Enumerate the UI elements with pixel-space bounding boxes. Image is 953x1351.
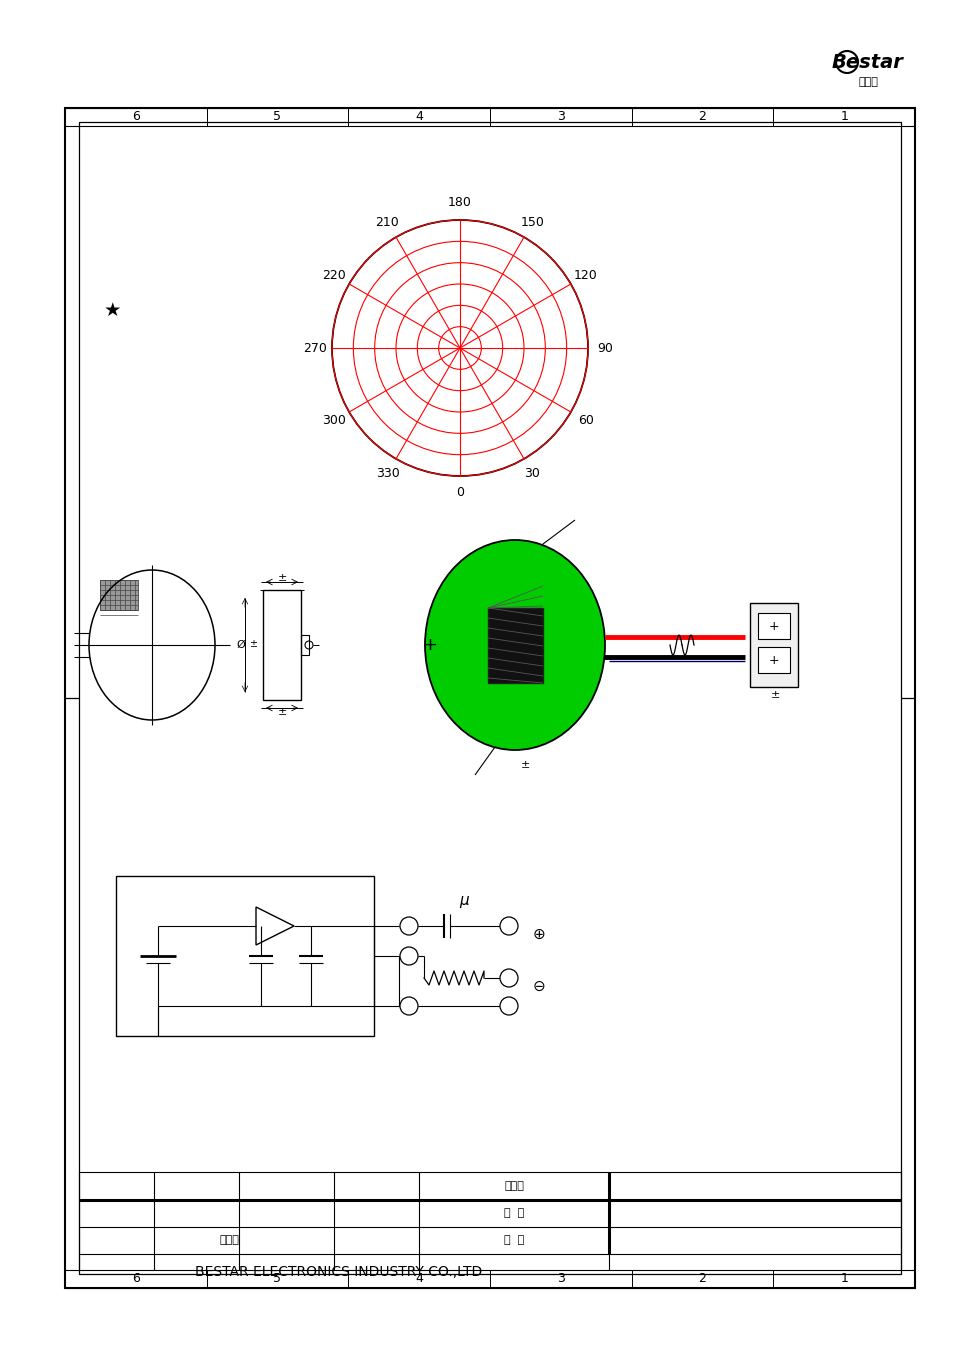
Bar — [749, 603, 797, 688]
Text: 徐  波: 徐 波 — [503, 1208, 523, 1219]
Bar — [758, 647, 789, 673]
Text: ±: ± — [519, 761, 529, 770]
Text: +: + — [768, 620, 779, 632]
Text: 210: 210 — [375, 216, 399, 228]
Text: ±: ± — [769, 690, 779, 700]
Text: 王碉碉: 王碉碉 — [503, 1181, 523, 1192]
Text: 4: 4 — [415, 111, 423, 123]
Text: Ø: Ø — [236, 640, 245, 650]
Text: 5: 5 — [274, 111, 281, 123]
Text: 5: 5 — [274, 1273, 281, 1286]
Text: 330: 330 — [375, 467, 399, 480]
Text: +: + — [768, 654, 779, 666]
Text: 王碉碉: 王碉碉 — [219, 1235, 238, 1246]
Circle shape — [499, 917, 517, 935]
Text: 90: 90 — [597, 342, 612, 354]
Circle shape — [499, 997, 517, 1015]
Text: ±: ± — [277, 573, 287, 584]
Circle shape — [399, 997, 417, 1015]
Bar — [301, 635, 309, 655]
Text: ±: ± — [277, 707, 287, 717]
Bar — [263, 590, 301, 700]
Text: 60: 60 — [577, 413, 593, 427]
Bar — [100, 580, 138, 611]
Text: 6: 6 — [132, 111, 140, 123]
Text: 220: 220 — [322, 269, 346, 282]
Text: 2: 2 — [698, 111, 706, 123]
Text: 30: 30 — [524, 467, 539, 480]
Text: 150: 150 — [520, 216, 544, 228]
Text: 180: 180 — [448, 196, 472, 209]
Text: ±: ± — [249, 639, 256, 648]
Text: ⊕: ⊕ — [532, 927, 545, 942]
Text: Bestar: Bestar — [831, 53, 903, 72]
Text: 120: 120 — [573, 269, 597, 282]
Text: 3: 3 — [557, 111, 564, 123]
Text: 270: 270 — [303, 342, 327, 354]
Text: ★: ★ — [103, 300, 121, 319]
Bar — [116, 875, 374, 1036]
Text: 6: 6 — [132, 1273, 140, 1286]
Text: 4: 4 — [415, 1273, 423, 1286]
Circle shape — [499, 969, 517, 988]
Circle shape — [399, 917, 417, 935]
Ellipse shape — [424, 540, 604, 750]
Text: BESTAR ELECTRONICS INDUSTRY CO.,LTD: BESTAR ELECTRONICS INDUSTRY CO.,LTD — [195, 1265, 482, 1279]
Text: 博士达: 博士达 — [857, 77, 877, 86]
Bar — [65, 108, 914, 1288]
Bar — [758, 613, 789, 639]
Text: ⊖: ⊖ — [532, 978, 545, 993]
Text: 0: 0 — [456, 486, 463, 500]
Text: +: + — [422, 636, 437, 654]
Text: 300: 300 — [322, 413, 346, 427]
Bar — [79, 122, 900, 1274]
Text: 王  平: 王 平 — [503, 1235, 523, 1246]
Text: μ: μ — [458, 893, 468, 908]
Bar — [488, 608, 542, 684]
Text: 2: 2 — [698, 1273, 706, 1286]
Text: 1: 1 — [840, 111, 847, 123]
Text: 3: 3 — [557, 1273, 564, 1286]
Text: 1: 1 — [840, 1273, 847, 1286]
Circle shape — [399, 947, 417, 965]
